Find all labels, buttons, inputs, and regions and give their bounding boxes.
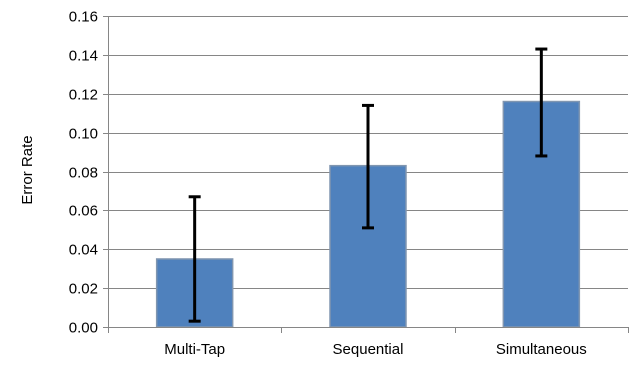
y-tick-label: 0.00: [69, 320, 98, 337]
x-category-label: Sequential: [333, 341, 404, 358]
y-tick-label: 0.06: [69, 203, 98, 220]
y-tick-label: 0.16: [69, 9, 98, 26]
x-category-label: Simultaneous: [496, 341, 587, 358]
y-tick-label: 0.04: [69, 242, 98, 259]
y-tick-label: 0.02: [69, 281, 98, 298]
y-axis-title: Error Rate: [19, 135, 36, 204]
axes: [103, 16, 629, 333]
x-category-label: Multi-Tap: [164, 341, 225, 358]
y-tick-label: 0.12: [69, 87, 98, 104]
y-tick-label: 0.10: [69, 126, 98, 143]
error-bars: [188, 47, 548, 323]
y-tick-label: 0.14: [69, 48, 98, 65]
labels: 0.00 0.02 0.04 0.06 0.08 0.10 0.12 0.14 0.16 Mult…: [69, 9, 587, 359]
y-tick-label: 0.08: [69, 165, 98, 182]
